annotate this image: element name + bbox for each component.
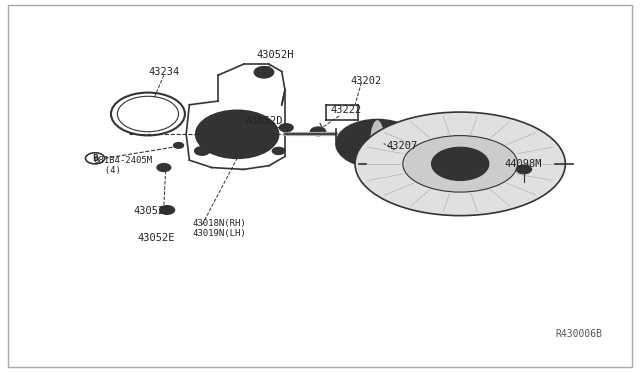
Circle shape	[159, 206, 175, 214]
Circle shape	[447, 157, 473, 171]
Circle shape	[473, 156, 483, 162]
Circle shape	[447, 170, 457, 176]
Circle shape	[173, 142, 184, 148]
Text: 43222: 43222	[330, 105, 362, 115]
Circle shape	[516, 165, 532, 174]
Ellipse shape	[369, 119, 385, 167]
Circle shape	[378, 131, 387, 136]
Circle shape	[336, 119, 419, 167]
Text: 43207: 43207	[387, 141, 418, 151]
Circle shape	[157, 163, 171, 171]
Circle shape	[195, 147, 210, 155]
Circle shape	[279, 124, 293, 132]
Circle shape	[225, 127, 250, 142]
Text: 43052H: 43052H	[256, 50, 294, 60]
Text: R430006B: R430006B	[556, 329, 603, 339]
Circle shape	[258, 69, 269, 76]
Circle shape	[208, 118, 220, 124]
Text: 44098M: 44098M	[505, 159, 542, 169]
Text: B: B	[92, 154, 98, 163]
Circle shape	[208, 145, 220, 151]
Circle shape	[435, 160, 445, 166]
Text: 43052F: 43052F	[133, 206, 171, 216]
Circle shape	[451, 151, 461, 157]
Circle shape	[212, 119, 262, 149]
Circle shape	[366, 137, 389, 150]
Circle shape	[431, 147, 489, 180]
Circle shape	[255, 118, 266, 124]
Circle shape	[378, 151, 387, 156]
Ellipse shape	[403, 136, 518, 192]
Ellipse shape	[355, 112, 565, 216]
Text: 081B4-2405M
  (4): 081B4-2405M (4)	[94, 156, 153, 175]
Circle shape	[255, 145, 266, 151]
Text: 43052E: 43052E	[137, 233, 175, 243]
Circle shape	[391, 141, 399, 146]
Circle shape	[254, 67, 273, 78]
Text: 43202: 43202	[351, 76, 382, 86]
Circle shape	[272, 147, 285, 155]
Circle shape	[196, 110, 278, 158]
Text: 43018N(RH)
43019N(LH): 43018N(RH) 43019N(LH)	[193, 219, 246, 238]
Circle shape	[470, 168, 481, 173]
Text: 43052D: 43052D	[246, 116, 283, 126]
Text: 43234: 43234	[148, 67, 179, 77]
Circle shape	[358, 135, 367, 140]
Circle shape	[310, 127, 326, 136]
Circle shape	[352, 129, 403, 158]
Circle shape	[358, 147, 367, 152]
